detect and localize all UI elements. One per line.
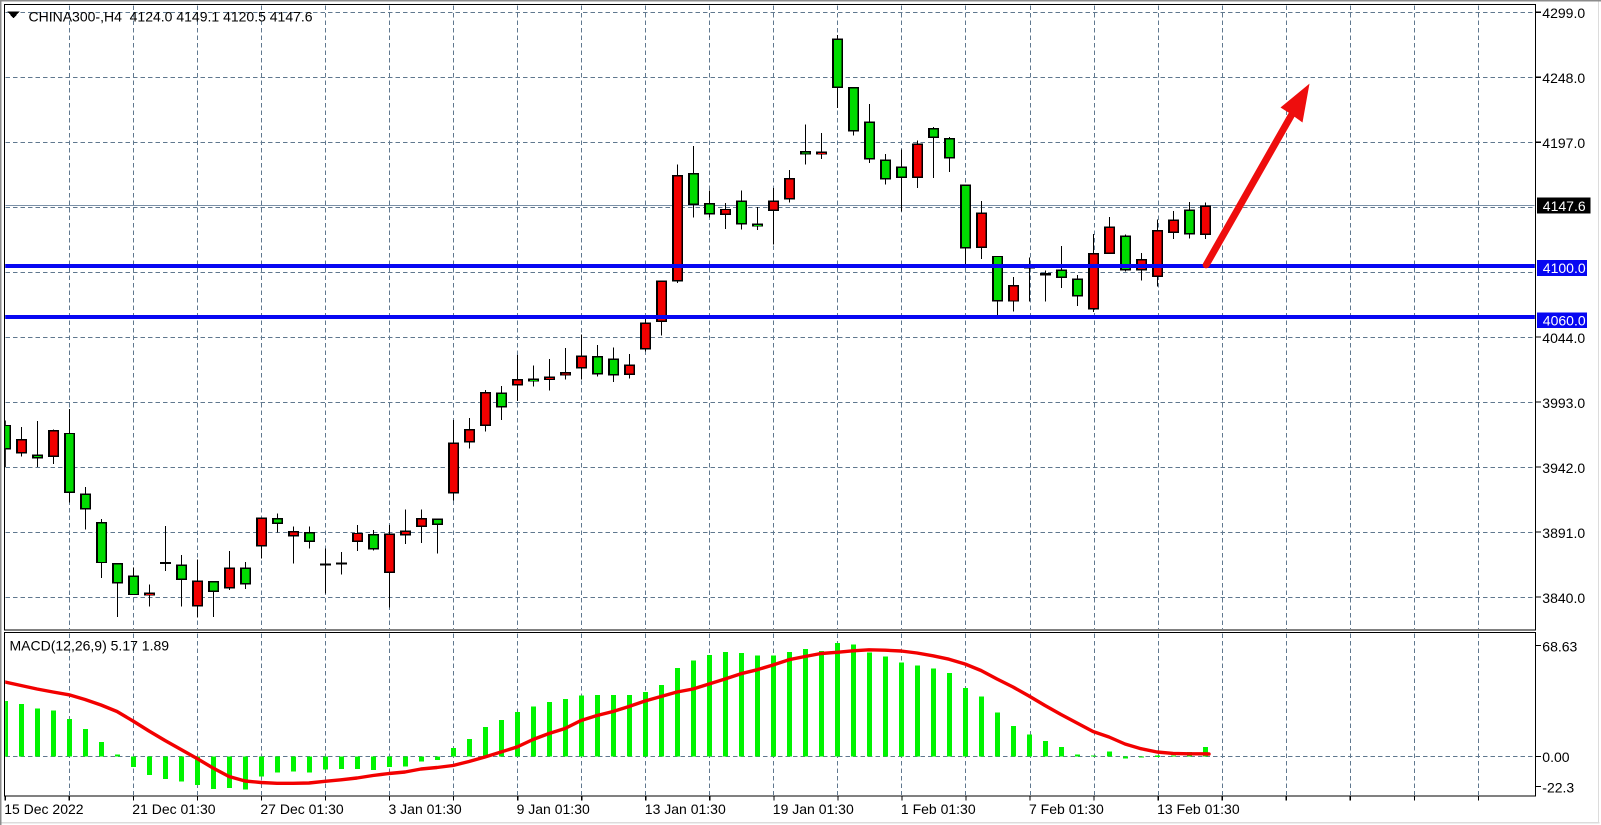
svg-text:4147.6: 4147.6 [1543,198,1586,214]
svg-text:15 Dec 2022: 15 Dec 2022 [4,801,84,817]
svg-text:3891.0: 3891.0 [1542,525,1585,541]
svg-text:3 Jan 01:30: 3 Jan 01:30 [389,801,462,817]
svg-text:4044.0: 4044.0 [1542,330,1585,346]
svg-text:68.63: 68.63 [1542,638,1577,654]
svg-text:13 Jan 01:30: 13 Jan 01:30 [645,801,726,817]
svg-text:21 Dec 01:30: 21 Dec 01:30 [132,801,215,817]
svg-text:13 Feb 01:30: 13 Feb 01:30 [1157,801,1240,817]
svg-text:4197.0: 4197.0 [1542,135,1585,151]
svg-text:4100.0: 4100.0 [1543,260,1586,276]
svg-text:MACD(12,26,9) 5.17 1.89: MACD(12,26,9) 5.17 1.89 [10,638,170,654]
svg-text:3993.0: 3993.0 [1542,395,1585,411]
svg-text:9 Jan 01:30: 9 Jan 01:30 [517,801,590,817]
svg-text:3840.0: 3840.0 [1542,590,1585,606]
svg-text:19 Jan 01:30: 19 Jan 01:30 [773,801,854,817]
svg-text:27 Dec 01:30: 27 Dec 01:30 [260,801,343,817]
svg-text:3942.0: 3942.0 [1542,460,1585,476]
svg-text:0.00: 0.00 [1542,749,1569,765]
svg-text:CHINA300-,H4 4124.0 4149.1 41: CHINA300-,H4 4124.0 4149.1 4120.5 4147.6 [29,8,313,24]
svg-text:7 Feb 01:30: 7 Feb 01:30 [1029,801,1104,817]
svg-text:1 Feb 01:30: 1 Feb 01:30 [901,801,976,817]
svg-text:4060.0: 4060.0 [1543,313,1586,329]
svg-text:4248.0: 4248.0 [1542,70,1585,86]
svg-text:4299.0: 4299.0 [1542,5,1585,21]
svg-text:-22.3: -22.3 [1542,779,1574,795]
